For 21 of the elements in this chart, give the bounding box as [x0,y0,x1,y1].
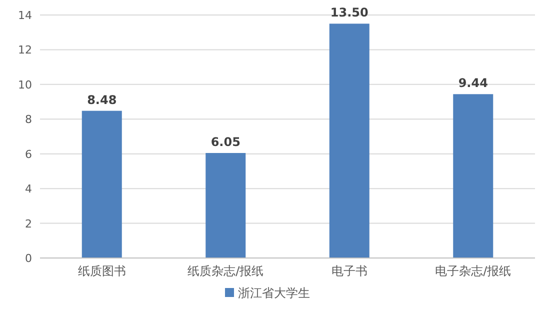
y-tick-label: 6 [25,148,32,161]
data-label: 8.48 [87,92,117,107]
y-tick-label: 10 [18,78,32,92]
y-tick-label: 4 [25,182,32,196]
bar [206,152,246,258]
y-tick-label: 12 [18,44,32,57]
data-label: 6.05 [210,134,240,149]
x-tick-label: 电子杂志/报纸 [435,264,512,278]
bar [453,94,494,258]
data-label: 9.44 [458,76,488,90]
bar [82,110,122,258]
data-label: 13.50 [330,6,368,20]
x-tick-label: 电子书 [331,264,368,278]
y-tick-label: 14 [18,9,32,22]
y-tick-label: 8 [25,113,32,126]
x-tick-label: 纸质杂志/报纸 [188,264,264,278]
y-tick-label: 0 [25,252,32,265]
bar [329,24,370,258]
y-tick-label: 2 [25,217,32,230]
x-tick-label: 纸质图书 [78,264,126,278]
legend-label: 浙江省大学生 [238,286,310,300]
